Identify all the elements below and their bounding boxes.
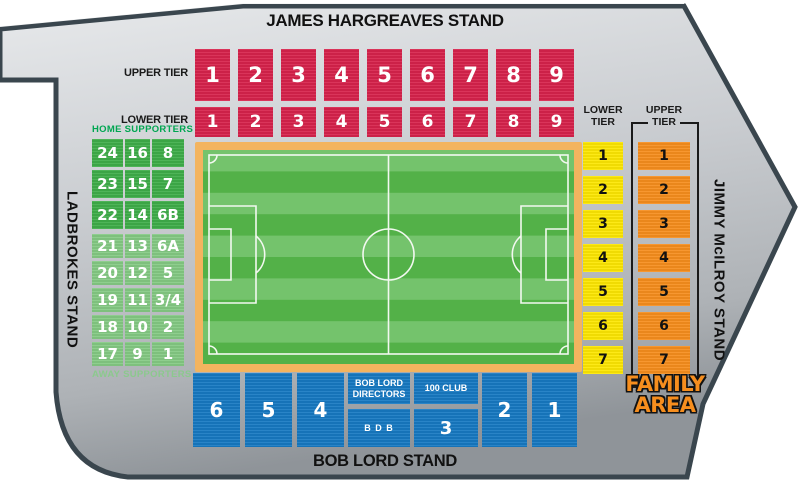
jh-upper-seating-block[interactable]: 7: [453, 49, 488, 101]
home-supporters-label: HOME SUPPORTERS: [92, 124, 194, 135]
jh-lower-seating-block[interactable]: 6: [410, 107, 445, 137]
home-seating-block[interactable]: 8: [152, 139, 184, 167]
jh-lower-seating-block[interactable]: 2: [238, 107, 273, 137]
jh-upper-seating-block[interactable]: 4: [324, 49, 359, 101]
home-seating-block[interactable]: 16: [125, 139, 150, 167]
home-seating-block[interactable]: 6B: [152, 201, 184, 229]
jh-lower-tier-label: LOWER TIER: [120, 114, 188, 126]
home-seating-block[interactable]: 24: [92, 139, 123, 167]
jh-upper-seating-block[interactable]: 9: [539, 49, 574, 101]
jh-upper-seating-block[interactable]: 5: [367, 49, 402, 101]
jh-upper-tier-label: UPPER TIER: [123, 67, 188, 79]
bl-seating-block-5[interactable]: 5: [245, 373, 292, 447]
away-seating-block[interactable]: 10: [125, 315, 150, 339]
away-seating-block[interactable]: 20: [92, 261, 123, 285]
away-seating-block[interactable]: 21: [92, 234, 123, 258]
jm-upper-seating-block[interactable]: 3: [638, 210, 690, 238]
jm-upper-seating-block[interactable]: 4: [638, 244, 690, 272]
jh-lower-seating-block[interactable]: 8: [496, 107, 531, 137]
jm-lower-seating-block[interactable]: 4: [583, 244, 623, 272]
bl-seating-block-4[interactable]: 4: [297, 373, 344, 447]
away-seating-block[interactable]: 6A: [152, 234, 184, 258]
jh-lower-seating-block[interactable]: 3: [281, 107, 316, 137]
jm-lower-seating-block[interactable]: 6: [583, 312, 623, 340]
jm-lower-seating-block[interactable]: 2: [583, 176, 623, 204]
away-seating-block[interactable]: 3/4: [152, 288, 184, 312]
jh-lower-seating-block[interactable]: 9: [539, 107, 574, 137]
jm-lower-seating-block[interactable]: 1: [583, 142, 623, 170]
james-hargreaves-stand-title: JAMES HARGREAVES STAND: [266, 11, 504, 30]
bl-seating-block-1[interactable]: 1: [532, 373, 577, 447]
jm-lower-tier-label: LOWER TIER: [583, 104, 623, 129]
family-area-label: FAMILY AREA: [625, 372, 705, 417]
football-pitch: [195, 142, 582, 372]
jh-lower-seating-block[interactable]: 7: [453, 107, 488, 137]
jh-lower-seating-block[interactable]: 1: [195, 107, 230, 137]
home-seating-block[interactable]: 23: [92, 170, 123, 198]
jm-upper-seating-block[interactable]: 7: [638, 346, 690, 374]
jh-lower-seating-block[interactable]: 4: [324, 107, 359, 137]
away-seating-block[interactable]: 18: [92, 315, 123, 339]
bl-seating-block-3[interactable]: 3: [414, 409, 478, 447]
away-seating-block[interactable]: 5: [152, 261, 184, 285]
away-seating-block[interactable]: 19: [92, 288, 123, 312]
jm-lower-seating-block[interactable]: 7: [583, 346, 623, 374]
away-seating-block[interactable]: 11: [125, 288, 150, 312]
bl-seating-block-6[interactable]: 6: [193, 373, 240, 447]
jh-upper-seating-block[interactable]: 8: [496, 49, 531, 101]
away-seating-block[interactable]: 2: [152, 315, 184, 339]
away-supporters-label: AWAY SUPPORTERS: [92, 369, 192, 380]
away-seating-block[interactable]: 12: [125, 261, 150, 285]
jm-lower-seating-block[interactable]: 5: [583, 278, 623, 306]
bl-seating-block-2[interactable]: 2: [482, 373, 527, 447]
jh-upper-seating-block[interactable]: 2: [238, 49, 273, 101]
away-seating-block[interactable]: 17: [92, 342, 123, 366]
hundred-club-box[interactable]: 100 CLUB: [414, 373, 478, 404]
away-seating-block[interactable]: 1: [152, 342, 184, 366]
bob-lord-directors-box[interactable]: BOB LORD DIRECTORS: [348, 373, 410, 404]
jm-upper-seating-block[interactable]: 1: [638, 142, 690, 170]
away-seating-block[interactable]: 9: [125, 342, 150, 366]
bdb-box[interactable]: B D B: [348, 409, 410, 447]
ladbrokes-home-blocks: 24 16 8 23 15 7 22 14 6B: [92, 139, 184, 229]
ladbrokes-stand-title: LADBROKES STAND: [63, 190, 81, 349]
jm-upper-tier-label: UPPER TIER: [645, 104, 683, 129]
jm-upper-seating-block[interactable]: 6: [638, 312, 690, 340]
jh-upper-seating-block[interactable]: 3: [281, 49, 316, 101]
jm-upper-tier-blocks: 1 2 3 4 5 6 7: [638, 142, 690, 374]
jm-upper-seating-block[interactable]: 2: [638, 176, 690, 204]
bob-lord-stand-title: BOB LORD STAND: [313, 452, 457, 470]
away-seating-block[interactable]: 13: [125, 234, 150, 258]
ladbrokes-away-blocks: 21 13 6A 20 12 5 19 11 3/4 18 10 2 17 9 1: [92, 234, 184, 366]
home-seating-block[interactable]: 22: [92, 201, 123, 229]
jm-lower-tier-blocks: 1 2 3 4 5 6 7: [583, 142, 623, 374]
jm-lower-seating-block[interactable]: 3: [583, 210, 623, 238]
jimmy-mcilroy-stand-title: JIMMY McILROY STAND: [710, 178, 728, 362]
jh-upper-seating-block[interactable]: 6: [410, 49, 445, 101]
jh-upper-seating-block[interactable]: 1: [195, 49, 230, 101]
home-seating-block[interactable]: 7: [152, 170, 184, 198]
home-seating-block[interactable]: 15: [125, 170, 150, 198]
jh-lower-seating-block[interactable]: 5: [367, 107, 402, 137]
home-seating-block[interactable]: 14: [125, 201, 150, 229]
jm-upper-seating-block[interactable]: 5: [638, 278, 690, 306]
